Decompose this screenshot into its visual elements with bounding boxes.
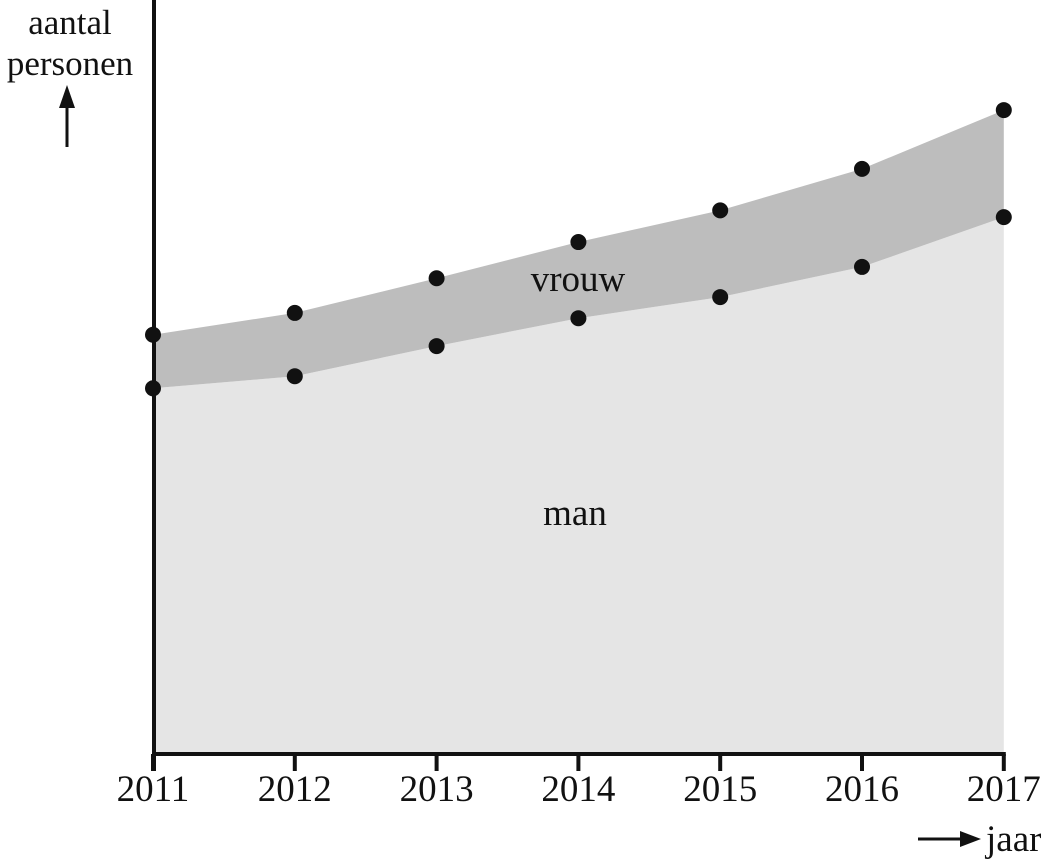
data-point-dot bbox=[712, 202, 729, 219]
data-point-dot bbox=[854, 160, 870, 177]
x-tick-label: 2016 bbox=[825, 769, 899, 810]
x-tick-label: 2011 bbox=[116, 769, 190, 810]
data-point-dot bbox=[995, 102, 1012, 119]
x-tick-label: 2017 bbox=[966, 769, 1041, 810]
data-point-dot bbox=[145, 380, 161, 397]
series-label-man: man bbox=[543, 493, 607, 534]
y-axis-arrowhead-icon bbox=[59, 85, 75, 108]
data-point-dot bbox=[286, 368, 303, 385]
x-axis-title: jaar bbox=[986, 819, 1041, 860]
data-point-dot bbox=[712, 289, 729, 306]
x-tick-label: 2014 bbox=[541, 769, 616, 810]
data-point-dot bbox=[995, 209, 1012, 226]
area-man bbox=[153, 217, 1004, 755]
y-axis-title-line1: aantal bbox=[28, 3, 112, 42]
data-point-dot bbox=[570, 310, 587, 327]
series-label-vrouw: vrouw bbox=[530, 259, 626, 300]
y-axis-title: aantal personen bbox=[0, 2, 140, 84]
data-point-dot bbox=[428, 270, 445, 287]
x-tick-label: 2013 bbox=[399, 769, 474, 810]
data-point-dot bbox=[570, 234, 587, 251]
x-tick-label: 2012 bbox=[257, 769, 332, 810]
y-axis-title-line2: personen bbox=[6, 44, 134, 83]
data-point-dot bbox=[145, 326, 161, 343]
data-point-dot bbox=[854, 258, 870, 275]
x-axis-arrowhead-icon bbox=[960, 831, 981, 847]
data-point-dot bbox=[428, 338, 445, 355]
x-tick-label: 2015 bbox=[683, 769, 758, 810]
data-point-dot bbox=[286, 304, 303, 321]
